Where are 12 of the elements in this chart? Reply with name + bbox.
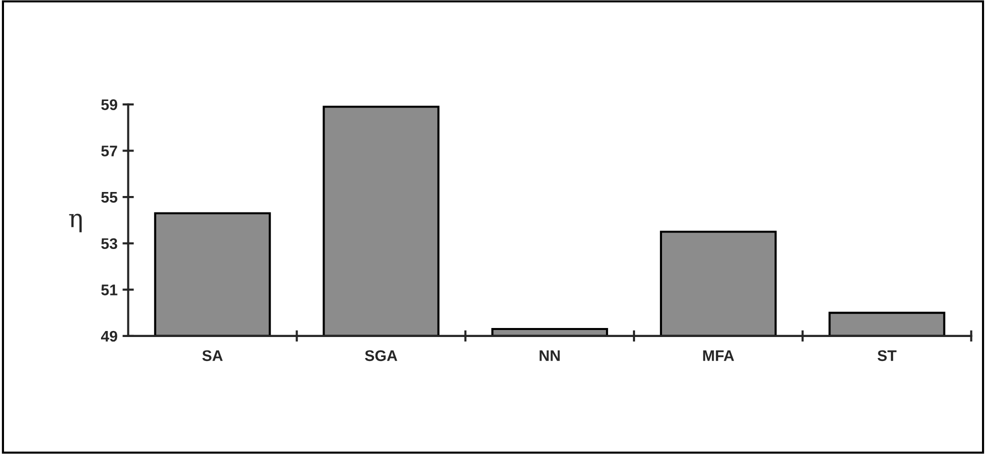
y-axis-title: η [69,214,82,232]
y-tick-label: 59 [101,99,118,110]
y-tick-label: 57 [101,146,118,156]
y-tick-label: 55 [101,192,118,203]
x-tick-label: SA [202,350,223,362]
x-tick-label: ST [878,350,897,362]
x-tick-label: SGA [364,350,398,362]
y-tick-label: 49 [101,330,118,342]
x-tick-label: NN [540,350,560,361]
y-tick-label: 51 [101,284,118,296]
y-tick-label: 53 [101,238,118,250]
x-tick-label: MFA [703,350,734,361]
